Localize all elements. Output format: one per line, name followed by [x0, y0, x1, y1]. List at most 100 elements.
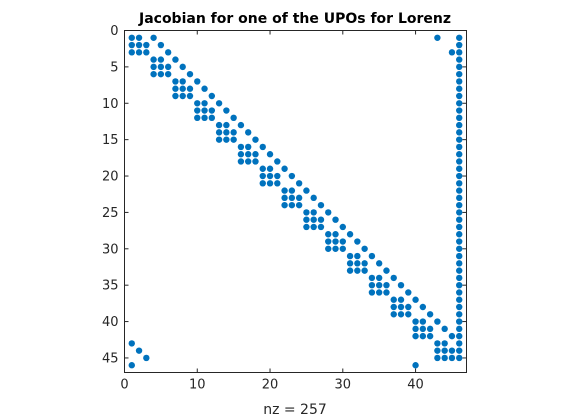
nonzero-marker: [317, 223, 325, 231]
nonzero-marker: [325, 238, 332, 245]
nonzero-marker: [164, 63, 172, 71]
nonzero-marker: [456, 34, 463, 41]
nonzero-marker: [245, 151, 252, 158]
nonzero-marker: [456, 85, 463, 92]
nonzero-marker: [164, 70, 172, 78]
nonzero-marker: [456, 303, 463, 311]
nonzero-marker: [456, 107, 463, 114]
nonzero-marker: [448, 332, 456, 340]
y-axis: 0 5 10 15 20 25 30 35 40 45: [102, 24, 467, 366]
nonzero-marker: [194, 100, 201, 107]
nonzero-marker: [288, 201, 296, 209]
nonzero-marker: [441, 354, 448, 362]
nonzero-marker: [354, 252, 361, 260]
nonzero-marker: [288, 172, 296, 180]
nonzero-marker: [237, 121, 245, 129]
nonzero-marker: [339, 245, 346, 252]
nonzero-marker: [354, 260, 361, 267]
nonzero-marker: [150, 34, 157, 41]
nonzero-marker: [456, 209, 463, 216]
nonzero-marker: [332, 245, 339, 252]
nonzero-marker: [172, 92, 179, 100]
y-tick-label: 10: [102, 97, 119, 112]
nonzero-marker: [405, 311, 412, 318]
nonzero-marker: [259, 165, 266, 172]
nonzero-marker: [390, 274, 397, 282]
nonzero-marker: [456, 318, 463, 325]
y-tick-label: 15: [102, 133, 119, 148]
nonzero-marker: [332, 231, 339, 238]
nonzero-marker: [339, 238, 346, 245]
nonzero-marker: [456, 340, 463, 347]
nonzero-marker: [448, 347, 456, 354]
y-tick-label: 0: [110, 24, 118, 39]
nonzero-marker: [281, 187, 288, 194]
nonzero-marker: [375, 260, 383, 267]
nonzero-marker: [135, 347, 143, 354]
nonzero-marker: [201, 100, 208, 107]
nonzero-marker: [346, 260, 354, 267]
nonzero-marker: [252, 136, 259, 143]
nonzero-marker: [354, 238, 361, 245]
nonzero-marker: [135, 41, 143, 49]
nonzero-marker: [419, 332, 427, 340]
nonzero-marker: [332, 216, 339, 223]
x-tick-label: 10: [189, 378, 206, 393]
nonzero-marker: [426, 332, 434, 340]
nonzero-marker: [215, 100, 223, 107]
nonzero-marker: [288, 187, 296, 194]
nonzero-marker: [230, 114, 237, 122]
nonzero-marker: [135, 34, 143, 41]
nonzero-marker: [412, 296, 419, 303]
nonzero-marker: [310, 223, 317, 231]
nonzero-marker: [172, 78, 179, 85]
nonzero-marker: [303, 216, 310, 223]
nonzero-marker: [434, 340, 441, 347]
nonzero-marker: [157, 63, 165, 71]
nonzero-marker: [456, 129, 463, 136]
nonzero-marker: [128, 340, 135, 347]
nonzero-marker: [150, 63, 157, 71]
nonzero-marker: [426, 325, 434, 333]
nonzero-marker: [208, 92, 216, 100]
nonzero-marker: [419, 303, 427, 311]
nonzero-marker: [325, 245, 332, 252]
nonzero-marker: [456, 260, 463, 267]
nonzero-marker: [456, 296, 463, 303]
nonzero-marker: [361, 245, 368, 252]
nonzero-marker: [295, 194, 303, 202]
nonzero-marker: [194, 107, 201, 114]
nonzero-marker: [456, 100, 463, 107]
nonzero-marker: [215, 121, 223, 129]
nonzero-marker: [303, 223, 310, 231]
nonzero-marker: [223, 107, 230, 114]
nonzero-marker: [383, 267, 390, 274]
nonzero-marker: [201, 114, 208, 122]
nonzero-marker: [368, 274, 376, 282]
nonzero-marker: [456, 223, 463, 231]
nonzero-marker: [303, 187, 310, 194]
nonzero-marker: [303, 209, 310, 216]
y-tick-label: 40: [102, 315, 119, 330]
nonzero-marker: [456, 354, 463, 362]
nonzero-marker: [128, 34, 135, 41]
nonzero-marker: [419, 325, 427, 333]
nonzero-marker: [456, 136, 463, 143]
nonzero-marker: [237, 143, 245, 151]
nonzero-marker: [186, 85, 194, 92]
y-tick-label: 30: [102, 242, 119, 257]
nonzero-marker: [383, 281, 390, 289]
nonzero-marker: [456, 281, 463, 289]
nonzero-marker: [456, 252, 463, 260]
nonzero-marker: [448, 354, 456, 362]
nonzero-marker: [368, 252, 376, 260]
nonzero-marker: [390, 303, 397, 311]
chart-title: Jacobian for one of the UPOs for Lorenz: [138, 11, 451, 27]
nonzero-marker: [434, 34, 441, 41]
nonzero-marker: [245, 143, 252, 151]
nonzero-marker: [157, 41, 165, 49]
y-tick-label: 5: [110, 60, 118, 75]
nonzero-marker: [194, 78, 201, 85]
nonzero-marker: [375, 274, 383, 282]
nonzero-marker: [426, 311, 434, 318]
